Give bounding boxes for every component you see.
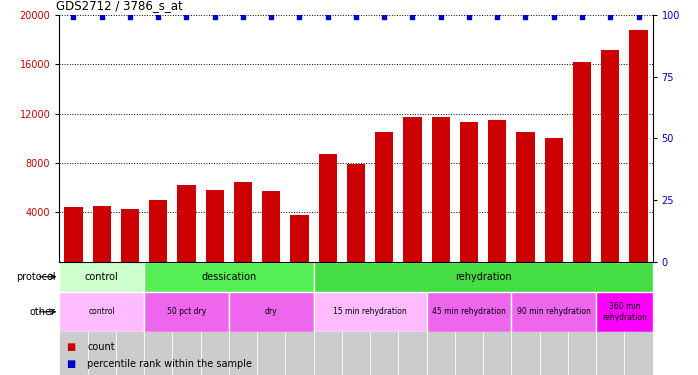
Bar xyxy=(116,262,144,375)
Bar xyxy=(313,262,653,292)
Point xyxy=(237,15,248,21)
Bar xyxy=(59,262,144,292)
Text: GDS2712 / 3786_s_at: GDS2712 / 3786_s_at xyxy=(57,0,183,12)
Point xyxy=(266,15,277,21)
Bar xyxy=(177,185,195,262)
Bar xyxy=(64,207,82,262)
Point xyxy=(577,15,588,21)
Bar xyxy=(229,292,313,332)
Point xyxy=(322,15,334,21)
Bar xyxy=(257,262,285,375)
Point xyxy=(491,15,503,21)
Point xyxy=(350,15,362,21)
Text: percentile rank within the sample: percentile rank within the sample xyxy=(87,359,252,369)
Point xyxy=(633,15,644,21)
Bar xyxy=(205,190,224,262)
Point xyxy=(435,15,446,21)
Bar xyxy=(426,262,455,375)
Bar xyxy=(87,262,116,375)
Bar xyxy=(517,132,535,262)
Bar xyxy=(121,209,139,262)
Bar xyxy=(596,292,653,332)
Bar xyxy=(200,262,229,375)
Bar xyxy=(318,154,337,262)
Bar xyxy=(234,182,252,262)
Point xyxy=(520,15,531,21)
Bar xyxy=(285,262,313,375)
Text: control: control xyxy=(85,272,119,282)
Bar xyxy=(540,262,568,375)
Bar xyxy=(403,117,422,262)
Bar xyxy=(596,262,625,375)
Bar xyxy=(144,262,313,292)
Bar xyxy=(172,262,200,375)
Text: 360 min
rehydration: 360 min rehydration xyxy=(602,302,647,321)
Bar xyxy=(512,292,596,332)
Bar xyxy=(601,50,619,262)
Bar xyxy=(370,262,399,375)
Bar xyxy=(488,120,507,262)
Bar xyxy=(290,215,309,262)
Bar xyxy=(460,122,478,262)
Text: dry: dry xyxy=(265,308,278,316)
Bar xyxy=(59,262,87,375)
Bar xyxy=(375,132,394,262)
Text: ■: ■ xyxy=(66,359,75,369)
Bar xyxy=(568,262,596,375)
Bar xyxy=(144,262,172,375)
Bar xyxy=(483,262,512,375)
Point xyxy=(604,15,616,21)
Bar xyxy=(262,191,281,262)
Bar xyxy=(59,292,144,332)
Text: 15 min rehydration: 15 min rehydration xyxy=(333,308,407,316)
Text: control: control xyxy=(89,308,115,316)
Bar xyxy=(93,206,111,262)
Bar xyxy=(399,262,426,375)
Point xyxy=(181,15,192,21)
Point xyxy=(463,15,475,21)
Bar xyxy=(573,62,591,262)
Text: dessication: dessication xyxy=(201,272,256,282)
Bar xyxy=(347,164,365,262)
Bar xyxy=(455,262,483,375)
Point xyxy=(153,15,164,21)
Bar xyxy=(625,262,653,375)
Text: 45 min rehydration: 45 min rehydration xyxy=(432,308,506,316)
Bar xyxy=(313,262,342,375)
Bar xyxy=(229,262,257,375)
Text: protocol: protocol xyxy=(16,272,56,282)
Text: 50 pct dry: 50 pct dry xyxy=(167,308,206,316)
Bar xyxy=(512,262,540,375)
Point xyxy=(68,15,79,21)
Bar xyxy=(630,30,648,262)
Text: 90 min rehydration: 90 min rehydration xyxy=(517,308,591,316)
Text: rehydration: rehydration xyxy=(455,272,512,282)
Text: count: count xyxy=(87,342,115,352)
Text: ■: ■ xyxy=(66,342,75,352)
Bar xyxy=(149,200,168,262)
Bar xyxy=(544,138,563,262)
Bar xyxy=(144,292,229,332)
Bar xyxy=(431,117,450,262)
Text: other: other xyxy=(30,307,56,317)
Point xyxy=(209,15,221,21)
Bar xyxy=(342,262,370,375)
Point xyxy=(96,15,107,21)
Point xyxy=(407,15,418,21)
Point xyxy=(124,15,135,21)
Point xyxy=(378,15,389,21)
Bar xyxy=(426,292,512,332)
Bar xyxy=(313,292,426,332)
Point xyxy=(294,15,305,21)
Point xyxy=(548,15,559,21)
